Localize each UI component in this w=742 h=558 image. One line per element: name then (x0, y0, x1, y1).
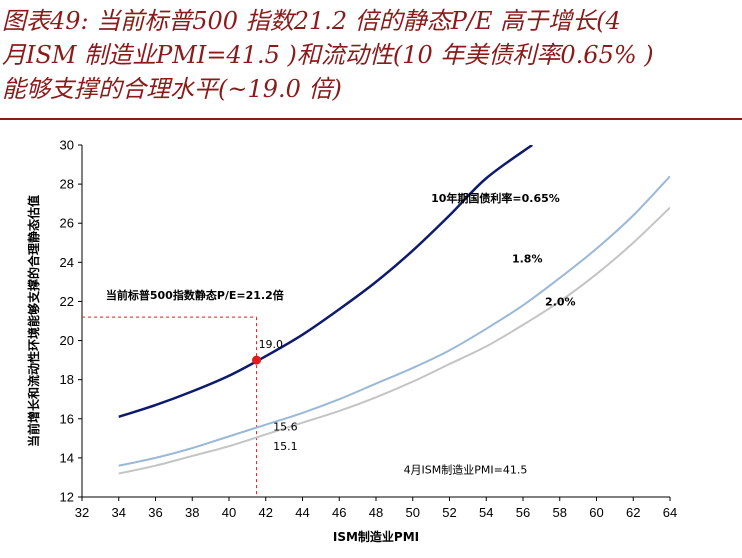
x-axis-title: ISM制造业PMI (333, 529, 419, 544)
x-tick-label: 38 (185, 505, 199, 520)
current-point-marker (252, 355, 262, 365)
y-tick-label: 22 (60, 294, 74, 309)
series-label: 2.0% (545, 295, 576, 308)
title-block: 图表49: 当前标普500 指数21.2 倍的静态P/E 高于增长(4 月ISM… (2, 4, 738, 106)
x-tick-label: 56 (516, 505, 530, 520)
chart-labels: 19.0 当前标普500指数静态P/E=21.2倍 15.6 15.1 10年期国债利率… (106, 191, 576, 477)
x-tick-label: 62 (626, 505, 640, 520)
series-line-20 (118, 206, 670, 475)
y-tick-label: 16 (60, 411, 74, 426)
current-pe-label: 当前标普500指数静态P/E=21.2倍 (106, 288, 284, 302)
y-tick-label: 28 (60, 177, 74, 192)
value-label: 15.1 (273, 440, 298, 453)
title-line-1: 图表49: 当前标普500 指数21.2 倍的静态P/E 高于增长(4 (2, 7, 621, 35)
pmi-annotation: 4月ISM制造业PMI=41.5 (404, 463, 528, 477)
series-label: 10年期国债利率=0.65% (431, 191, 560, 205)
y-tick-label: 24 (60, 255, 74, 270)
x-tick-label: 36 (148, 505, 162, 520)
x-tick-label: 42 (259, 505, 273, 520)
series-label: 1.8% (512, 252, 543, 265)
x-tick-label: 64 (663, 505, 677, 520)
point-value-label: 19.0 (259, 338, 284, 351)
x-tick-label: 44 (295, 505, 309, 520)
x-tick-label: 52 (442, 505, 456, 520)
y-tick-label: 12 (60, 490, 74, 505)
x-tick-label: 50 (406, 505, 420, 520)
axes: 12 14 16 18 20 22 24 26 28 30 32 34 36 38 40 42 44 46 48 50… (60, 138, 678, 521)
x-tick-label: 58 (553, 505, 567, 520)
y-tick-label: 18 (60, 372, 74, 387)
title-line-2: 月ISM 制造业PMI=41.5 )和流动性(10 年美债利率0.65% ) (2, 41, 654, 69)
title-divider (0, 118, 742, 120)
y-tick-label: 20 (60, 333, 74, 348)
y-tick-label: 26 (60, 216, 74, 231)
x-tick-label: 60 (589, 505, 603, 520)
series-group (118, 145, 670, 475)
series-line-065 (118, 145, 533, 419)
x-tick-label: 32 (75, 505, 89, 520)
y-tick-label: 30 (60, 138, 74, 153)
y-tick-label: 14 (60, 450, 74, 465)
guide-lines (82, 316, 258, 497)
x-tick-label: 48 (369, 505, 383, 520)
x-tick-label: 54 (479, 505, 493, 520)
x-tick-label: 40 (222, 505, 236, 520)
value-label: 15.6 (273, 421, 298, 434)
x-tick-label: 34 (112, 505, 126, 520)
x-tick-label: 46 (332, 505, 346, 520)
title-line-3: 能够支撑的合理水平(~19.0 倍) (2, 75, 342, 103)
y-axis-title: 当前增长和流动性环境能够支撑的合理静态估值 (26, 195, 41, 447)
series-line-18 (118, 175, 670, 467)
